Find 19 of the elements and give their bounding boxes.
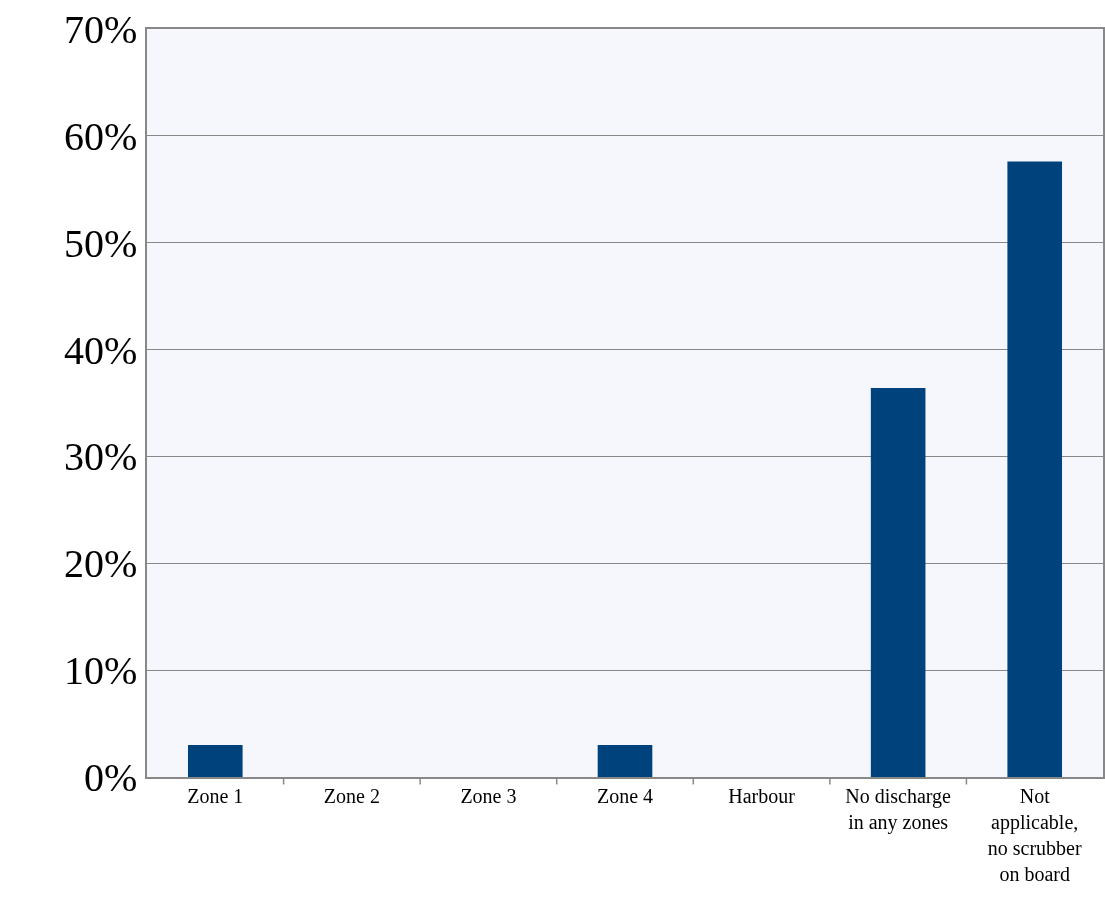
x-tick-label: Zone 2 <box>323 784 380 807</box>
x-tick-label: Harbour <box>728 784 796 807</box>
x-tick-label: Not applicable, no scrubber on board <box>987 784 1082 885</box>
y-tick-label: 0% <box>83 755 138 800</box>
x-tick-label: Zone 3 <box>460 784 517 807</box>
y-tick-label: 30% <box>63 434 138 480</box>
bar <box>870 388 926 777</box>
bar <box>1007 161 1063 777</box>
x-tick-label: No discharge in any zones <box>845 784 952 834</box>
y-tick-label: 40% <box>63 327 138 373</box>
bar <box>187 744 243 777</box>
y-tick-label: 20% <box>63 541 138 587</box>
x-tick-label: Zone 4 <box>596 784 654 807</box>
x-tick-label: Zone 1 <box>187 784 244 807</box>
y-tick-label: 50% <box>63 220 138 266</box>
bar <box>597 744 653 777</box>
y-tick-label: 60% <box>63 113 138 159</box>
y-tick-label: 70% <box>63 7 138 52</box>
y-tick-label: 10% <box>63 648 138 694</box>
